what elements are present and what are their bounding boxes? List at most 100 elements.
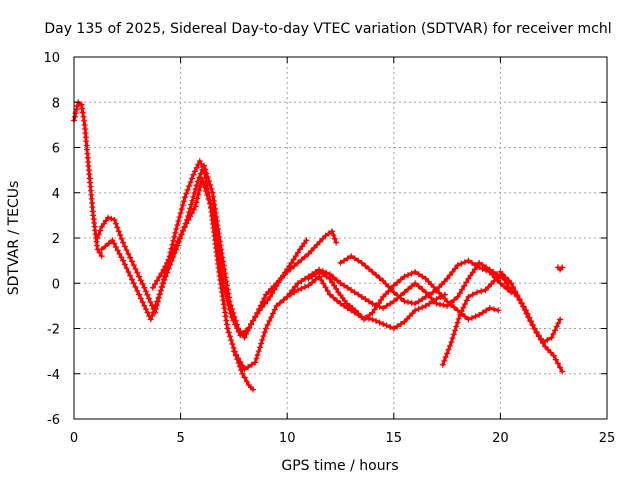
data-point xyxy=(255,348,262,355)
data-point xyxy=(259,336,266,343)
data-point xyxy=(191,168,198,175)
data-point xyxy=(206,199,213,206)
data-point xyxy=(312,271,319,278)
data-point xyxy=(170,237,177,244)
data-point xyxy=(316,238,323,245)
data-point xyxy=(136,273,143,280)
data-point xyxy=(211,201,218,208)
data-point xyxy=(441,295,448,302)
data-point xyxy=(552,356,559,363)
data-point xyxy=(186,182,193,189)
data-point xyxy=(73,106,80,113)
x-tick-label: 20 xyxy=(492,431,509,446)
data-point xyxy=(383,302,390,309)
data-point xyxy=(183,190,190,197)
data-point xyxy=(254,351,261,358)
data-point xyxy=(482,287,489,294)
data-point xyxy=(192,203,199,210)
data-point xyxy=(175,218,182,225)
data-point xyxy=(503,280,510,287)
data-point xyxy=(456,290,463,297)
data-point xyxy=(551,327,558,334)
data-point xyxy=(545,346,552,353)
data-point xyxy=(469,291,476,298)
data-point xyxy=(264,297,271,304)
data-point xyxy=(298,277,305,284)
data-point xyxy=(409,310,416,317)
data-point xyxy=(352,307,359,314)
data-point xyxy=(195,191,202,198)
data-point xyxy=(390,282,397,289)
data-point xyxy=(419,273,426,280)
data-point xyxy=(459,286,466,293)
data-point xyxy=(292,283,299,290)
data-point xyxy=(193,182,200,189)
data-point xyxy=(137,295,144,302)
data-point xyxy=(397,295,404,302)
data-point xyxy=(178,206,185,213)
data-point xyxy=(256,344,263,351)
data-point xyxy=(460,304,467,311)
data-point xyxy=(193,164,200,171)
data-point xyxy=(495,307,502,314)
data-point xyxy=(226,306,233,313)
data-point xyxy=(290,256,297,263)
data-point xyxy=(405,271,412,278)
data-point xyxy=(483,267,490,274)
data-point xyxy=(322,232,329,239)
data-point xyxy=(141,284,148,291)
series-sat-d xyxy=(149,176,340,339)
data-point xyxy=(355,291,362,298)
data-point xyxy=(194,195,201,202)
data-point xyxy=(132,284,139,291)
data-point xyxy=(171,233,178,240)
data-point xyxy=(473,289,480,296)
data-point xyxy=(369,300,376,307)
data-point xyxy=(328,279,335,286)
data-point xyxy=(369,309,376,316)
data-point xyxy=(223,317,230,324)
data-point xyxy=(331,235,338,242)
data-point xyxy=(123,265,130,272)
data-point xyxy=(210,193,217,200)
data-point xyxy=(383,322,390,329)
data-point xyxy=(557,316,564,323)
data-point xyxy=(220,297,227,304)
data-point xyxy=(164,269,171,276)
data-point xyxy=(183,220,190,227)
data-point xyxy=(205,195,212,202)
data-point xyxy=(444,275,451,282)
data-point xyxy=(97,227,104,234)
data-point xyxy=(472,262,479,269)
data-point xyxy=(524,311,531,318)
data-point xyxy=(145,295,152,302)
data-point xyxy=(429,289,436,296)
data-point xyxy=(479,265,486,272)
data-point xyxy=(268,314,275,321)
data-point xyxy=(71,113,78,120)
data-point xyxy=(314,241,321,248)
data-point xyxy=(380,305,387,312)
data-point xyxy=(412,268,419,275)
data-point xyxy=(298,285,305,292)
data-point xyxy=(284,268,291,275)
x-tick-label: 0 xyxy=(70,431,78,446)
data-point xyxy=(98,223,105,230)
data-point xyxy=(511,290,518,297)
data-point xyxy=(433,287,440,294)
data-point xyxy=(239,362,246,369)
data-point xyxy=(451,296,458,303)
data-point xyxy=(472,313,479,320)
data-point xyxy=(390,325,397,332)
data-point xyxy=(81,117,88,124)
data-point xyxy=(491,306,498,313)
data-point xyxy=(201,162,208,169)
data-point xyxy=(167,261,174,268)
data-point xyxy=(203,170,210,177)
data-point xyxy=(344,284,351,291)
data-point xyxy=(208,185,215,192)
data-point xyxy=(132,265,139,272)
data-point xyxy=(301,253,308,260)
data-point xyxy=(309,273,316,280)
